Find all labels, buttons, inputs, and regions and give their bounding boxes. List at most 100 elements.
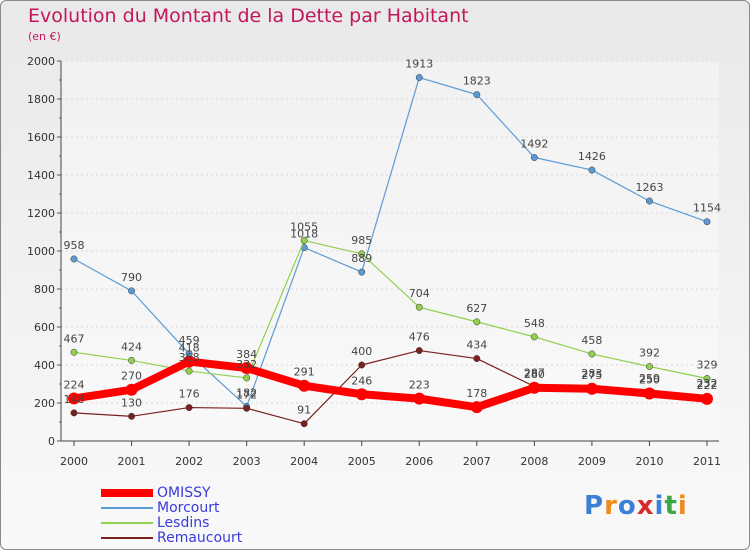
data-point-lesdins (70, 348, 78, 356)
data-point-omissy (183, 355, 196, 368)
x-tick-label: 2005 (348, 455, 376, 468)
data-point-omissy (68, 392, 80, 405)
data-label-omissy: 223 (409, 379, 430, 392)
legend-swatch-lesdins (101, 522, 153, 524)
data-label-morcourt: 1154 (693, 202, 721, 215)
data-label-omissy: 418 (179, 342, 200, 355)
axes: 0 200 400 600 800 1000 1200 1400 1600 1800 2000 200… (27, 55, 721, 468)
data-label-remaucourt: 259 (639, 372, 660, 385)
data-label-remaucourt: 476 (409, 331, 430, 344)
data-point-lesdins (530, 333, 538, 341)
series-line-omissy (70, 357, 711, 412)
data-label-lesdins: 458 (581, 334, 602, 347)
data-point-omissy (701, 392, 713, 405)
x-tick-label: 2006 (405, 455, 433, 468)
data-label-remaucourt: 232 (697, 377, 718, 390)
data-label-remaucourt: 434 (466, 339, 487, 352)
data-label-lesdins: 368 (179, 351, 200, 364)
x-tick-label: 2004 (290, 455, 318, 468)
data-point-remaucourt (70, 409, 78, 417)
data-point-omissy (125, 383, 138, 396)
data-point-remaucourt (300, 420, 308, 428)
legend-swatch-remaucourt (101, 537, 153, 539)
data-label-remaucourt: 400 (351, 345, 372, 358)
y-tick-label: 400 (34, 359, 55, 372)
data-label-omissy: 280 (524, 368, 545, 381)
chart-title: Evolution du Montant de la Dette par Hab… (28, 5, 469, 27)
legend-label-morcourt: Morcourt (157, 500, 220, 516)
data-label-remaucourt: 287 (524, 366, 545, 379)
data-label-omissy: 275 (581, 369, 602, 382)
data-label-omissy: 291 (294, 366, 315, 379)
legend-swatch-omissy (101, 489, 153, 497)
data-label-morcourt: 182 (236, 386, 257, 399)
data-label-lesdins: 627 (466, 302, 487, 315)
data-label-morcourt: 958 (64, 239, 85, 252)
data-point-lesdins (588, 350, 596, 358)
data-label-remaucourt: 176 (179, 388, 200, 401)
plot-area (68, 74, 713, 428)
legend-label-remaucourt: Remaucourt (157, 530, 243, 546)
chart-subtitle: (en €) (28, 30, 61, 43)
x-tick-label: 2009 (578, 455, 606, 468)
data-point-lesdins (646, 363, 653, 370)
data-point-lesdins (703, 375, 711, 382)
data-point-remaucourt (415, 347, 423, 355)
data-point-omissy (585, 382, 598, 395)
x-tick-label: 2011 (693, 455, 721, 468)
data-label-morcourt: 1823 (463, 75, 491, 88)
data-label-omissy: 224 (64, 378, 85, 391)
data-label-lesdins: 704 (409, 287, 430, 300)
data-label-remaucourt: 91 (297, 404, 311, 417)
data-point-omissy (355, 388, 368, 401)
data-point-omissy (528, 381, 541, 394)
legend-item-lesdins: Lesdins (101, 515, 209, 531)
data-label-lesdins: 329 (697, 358, 718, 371)
data-point-lesdins (128, 356, 135, 364)
legend-swatch-morcourt (101, 507, 153, 509)
data-point-omissy (298, 379, 311, 392)
y-tick-label: 2000 (27, 55, 55, 68)
data-labels: 224 270 418 384 291 246 223 178 280 275 250 222 958 7… (64, 58, 722, 417)
data-point-remaucourt (243, 404, 251, 412)
x-tick-label: 2010 (635, 455, 663, 468)
data-point-omissy (470, 401, 483, 414)
data-label-lesdins: 332 (236, 358, 257, 371)
data-label-omissy: 384 (236, 348, 257, 361)
y-tick-label: 1800 (27, 93, 55, 106)
data-point-morcourt (70, 255, 78, 263)
data-label-lesdins: 392 (639, 347, 660, 360)
x-tick-label: 2007 (463, 455, 491, 468)
data-label-remaucourt: 283 (581, 367, 602, 380)
data-label-morcourt: 1018 (290, 228, 318, 241)
y-tick-label: 1600 (27, 131, 55, 144)
data-point-remaucourt (473, 355, 481, 362)
x-tick-label: 2000 (60, 455, 88, 468)
data-label-morcourt: 889 (351, 252, 372, 265)
plot-background (61, 61, 719, 441)
data-point-remaucourt (358, 361, 366, 369)
series-line-morcourt (73, 76, 708, 408)
data-point-morcourt (128, 287, 135, 295)
data-label-remaucourt: 172 (236, 388, 257, 401)
data-point-morcourt (703, 218, 711, 226)
data-label-lesdins: 467 (64, 332, 85, 345)
data-point-morcourt (646, 197, 653, 205)
y-tick-label: 600 (34, 321, 55, 334)
y-tick-label: 200 (34, 397, 55, 410)
data-label-lesdins: 424 (121, 340, 142, 353)
legend-item-remaucourt: Remaucourt (101, 530, 243, 546)
y-tick-label: 0 (48, 435, 55, 448)
data-point-lesdins (300, 237, 308, 245)
y-tick-label: 1200 (27, 207, 55, 220)
data-point-remaucourt (128, 412, 135, 420)
data-point-lesdins (243, 374, 251, 382)
data-label-lesdins: 1055 (290, 221, 318, 234)
data-label-morcourt: 1913 (405, 58, 433, 71)
data-label-remaucourt: 130 (121, 396, 142, 409)
data-label-omissy: 222 (697, 379, 718, 392)
legend-item-omissy: OMISSY (101, 485, 211, 501)
data-label-lesdins: 548 (524, 317, 545, 330)
data-point-morcourt (473, 91, 481, 99)
data-label-omissy: 178 (466, 387, 487, 400)
